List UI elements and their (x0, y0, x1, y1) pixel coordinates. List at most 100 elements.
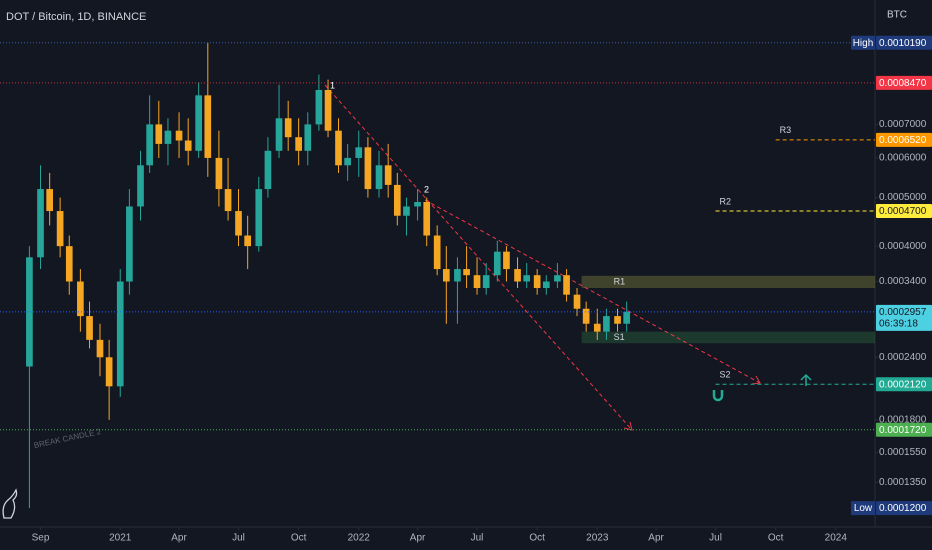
logo (2, 488, 18, 519)
price-badge-label: 0.0010190 (879, 38, 927, 49)
candle-body (164, 130, 172, 144)
candle-body (403, 206, 410, 216)
candle-body (235, 211, 242, 236)
price-tag-label: Low (854, 503, 873, 514)
candle-body (195, 95, 202, 151)
price-badge (876, 422, 932, 437)
zone (581, 275, 875, 288)
plot (26, 42, 631, 509)
candle-body (105, 357, 113, 387)
candle-body (37, 189, 44, 258)
wave-label: 2 (424, 184, 429, 194)
candle-body (573, 294, 581, 309)
countdown: 06:39:18 (879, 319, 918, 330)
candle-body (275, 118, 283, 151)
candle-body (473, 275, 481, 288)
price-badge (876, 377, 932, 392)
x-tick-label: Apr (410, 533, 426, 544)
candle-body (295, 137, 302, 151)
candle-body (65, 246, 73, 282)
x-tick-label: Oct (768, 533, 784, 544)
candle-body (384, 165, 392, 185)
candle-body (533, 275, 541, 288)
candle-body (224, 189, 232, 212)
x-tick-label: 2021 (109, 533, 132, 544)
candle-body (554, 275, 561, 282)
y-tick-label: 0.0007000 (879, 119, 927, 130)
price-badge-label: 0.0002120 (879, 379, 927, 390)
x-tick-label: Oct (291, 533, 307, 544)
candle-body (184, 140, 192, 151)
wave-label: 1 (330, 80, 335, 90)
y-tick-label: 0.0006000 (879, 153, 927, 164)
candle-body (454, 269, 461, 282)
y-tick-label: 0.0001550 (879, 447, 927, 458)
candle-body (215, 157, 223, 190)
y-tick-label: 0.0001800 (879, 415, 927, 426)
candle-body (593, 323, 601, 332)
trend-arrow (751, 375, 761, 385)
candle-body (423, 201, 431, 236)
price-badge (876, 204, 932, 219)
y-tick-label: 0.0003400 (879, 276, 927, 287)
y-tick-label: 0.0001350 (879, 477, 927, 488)
candle-body (542, 281, 550, 288)
price-badge-label: 0.0008470 (879, 78, 927, 89)
price-badge-label: 0.0001720 (879, 425, 927, 436)
x-tick-label: Jul (709, 533, 722, 544)
x-tick-label: 2024 (825, 533, 848, 544)
candle-body (86, 316, 93, 340)
candle-body (255, 189, 263, 247)
candle-body (603, 316, 610, 332)
candle-body (514, 269, 521, 282)
candle-body (304, 124, 312, 151)
candle-body (46, 189, 53, 212)
price-badge (876, 501, 932, 516)
candle-body (563, 275, 570, 295)
x-tick-label: 2023 (586, 533, 609, 544)
chart-title: DOT / Bitcoin, 1D, BINANCE (6, 11, 146, 23)
price-tag-label: High (853, 38, 874, 49)
x-tick-label: Jul (471, 533, 484, 544)
level-name: S2 (720, 370, 731, 380)
candle-body (414, 201, 421, 207)
candle-body (344, 157, 351, 166)
zones (581, 275, 875, 344)
y-tick-label: 0.0005000 (879, 192, 927, 203)
price-badge-label: 0.0002957 (879, 307, 927, 318)
price-tag (851, 501, 875, 516)
candle-body (442, 269, 450, 282)
candle-body (324, 89, 332, 131)
magnet-icon (712, 390, 724, 402)
candle-body (335, 130, 342, 166)
price-badge-label: 0.0006520 (879, 135, 927, 146)
y-tick-label: 0.0004000 (879, 241, 927, 252)
trend-line (424, 199, 761, 384)
x-tick-label: Apr (648, 533, 664, 544)
candle-body (56, 211, 64, 247)
zone-label: R1 (614, 276, 626, 286)
candle-body (126, 206, 133, 282)
candle-body (116, 281, 124, 387)
candle-body (264, 150, 272, 190)
candle-body (614, 316, 621, 324)
level-name: R3 (780, 125, 792, 135)
candle-body (96, 339, 104, 358)
price-badge-label: 0.0004700 (879, 206, 927, 217)
candle-body (77, 281, 84, 317)
candle-body (175, 130, 183, 141)
candle-body (315, 89, 323, 125)
candle-body (523, 275, 531, 282)
y-tick-label: 0.0002400 (879, 352, 927, 363)
candle-body (155, 124, 163, 144)
arrow-up-icon (800, 373, 812, 386)
candle-body (375, 165, 383, 190)
zone (581, 331, 875, 344)
price-tag (851, 35, 875, 50)
candle-body (146, 124, 153, 166)
trend-arrow (623, 421, 633, 431)
x-tick-label: Jul (232, 533, 245, 544)
price-badge (876, 35, 932, 50)
price-badge (876, 304, 932, 331)
